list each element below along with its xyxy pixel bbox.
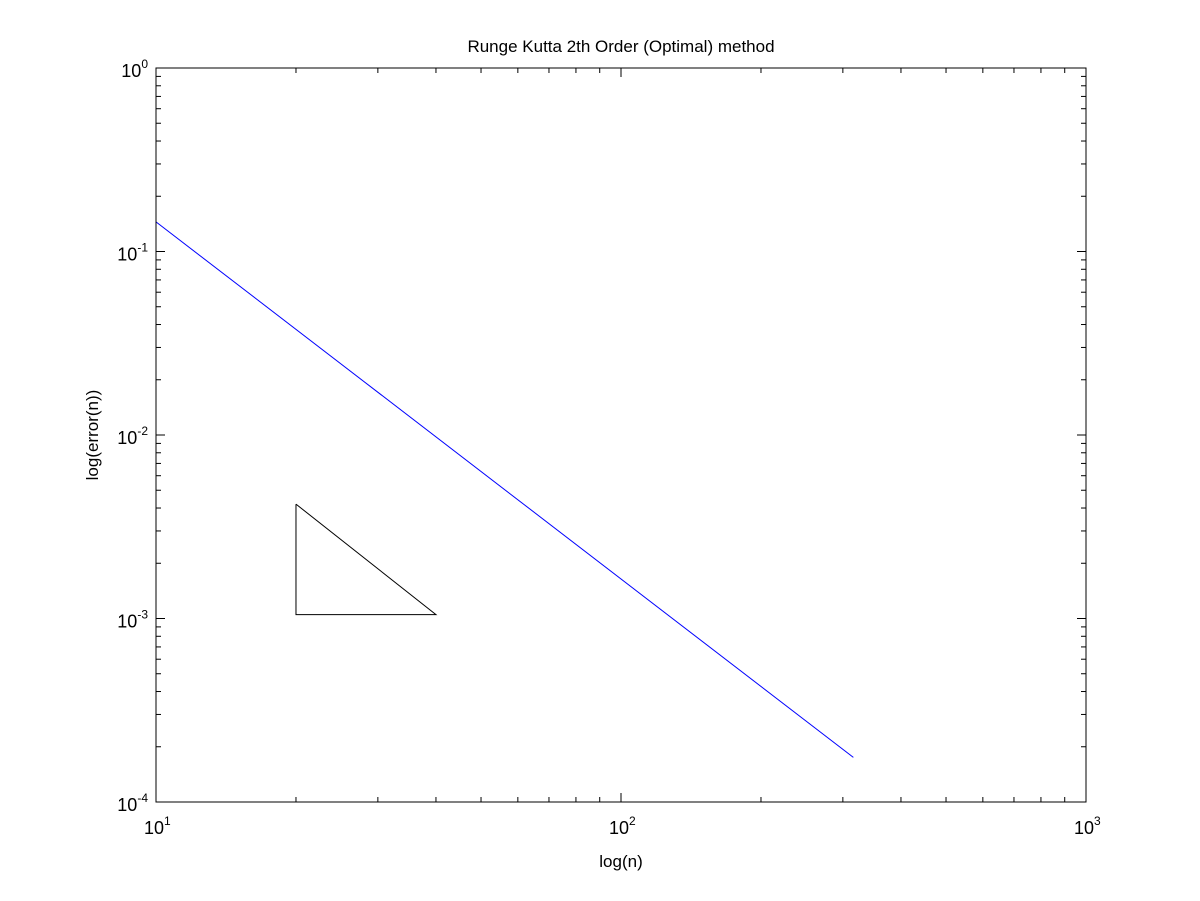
y-tick-label-exponent: -2	[137, 424, 148, 438]
y-tick-label-base: 10	[117, 612, 137, 632]
x-tick-label-base: 10	[609, 818, 629, 838]
y-tick-label-exponent: 0	[141, 57, 148, 71]
y-tick-label-exponent: -1	[137, 241, 148, 255]
y-tick-label-base: 10	[117, 245, 137, 265]
y-axis-label: log(error(n))	[83, 390, 102, 481]
y-tick-label-base: 10	[121, 61, 141, 81]
x-axis-label: log(n)	[599, 852, 642, 871]
x-tick-label-base: 10	[144, 818, 164, 838]
y-tick-label-base: 10	[117, 428, 137, 448]
x-tick-label-exponent: 1	[164, 814, 171, 828]
y-tick-label-exponent: -3	[137, 608, 148, 622]
chart-title: Runge Kutta 2th Order (Optimal) method	[467, 37, 774, 56]
x-tick-label-exponent: 2	[629, 814, 636, 828]
y-tick-label-base: 10	[117, 795, 137, 815]
y-tick-label-exponent: -4	[137, 791, 148, 805]
x-tick-label-base: 10	[1074, 818, 1094, 838]
x-tick-label-exponent: 3	[1094, 814, 1101, 828]
